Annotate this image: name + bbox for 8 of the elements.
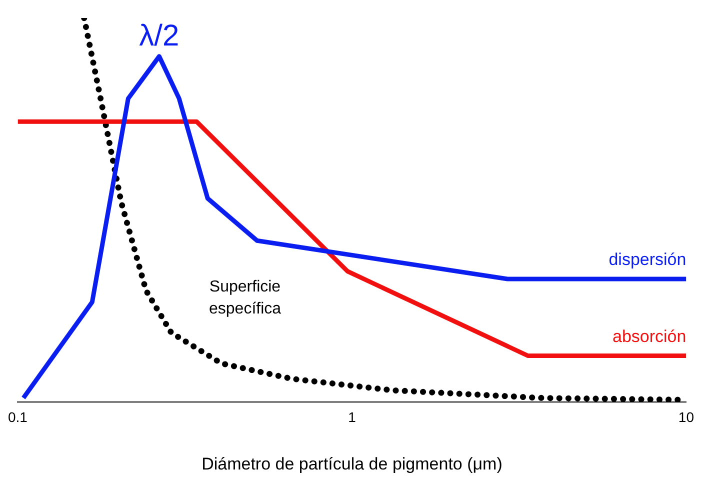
series-label: absorción	[612, 326, 686, 346]
annotation: λ/2	[139, 20, 180, 53]
x-axis-title: Diámetro de partícula de pigmento (μm)	[202, 454, 502, 474]
x-tick-label: 0.1	[8, 409, 28, 426]
x-tick-label: 1	[348, 409, 356, 426]
annotation: Superficie específica	[208, 278, 282, 318]
series-label: dispersión	[608, 250, 686, 270]
x-tick-label: 10	[678, 409, 694, 426]
